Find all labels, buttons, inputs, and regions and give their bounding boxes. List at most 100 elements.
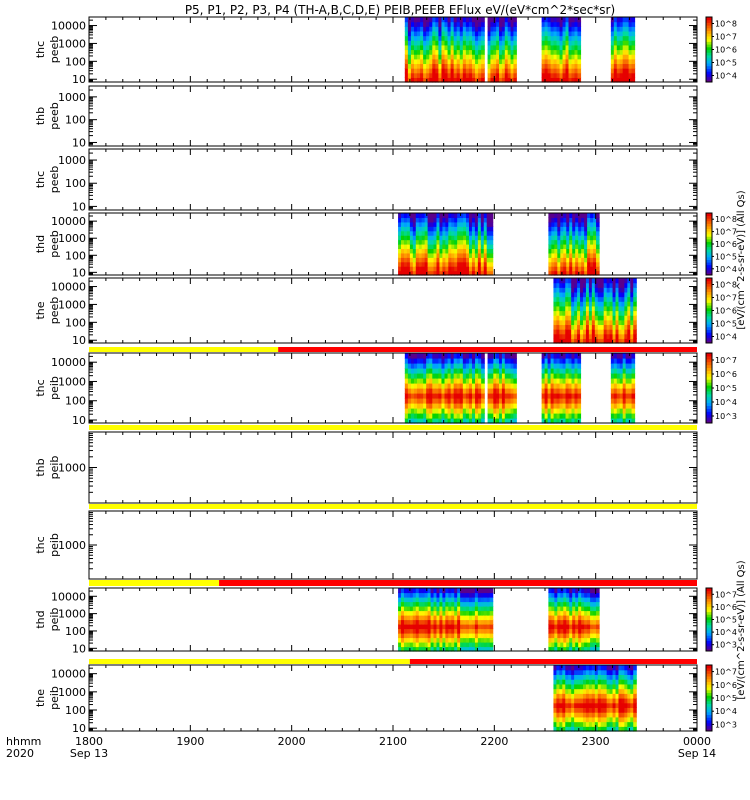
spectrogram-cell: [496, 398, 500, 404]
spectrogram-cell: [430, 637, 435, 643]
spectrogram-cell: [622, 413, 627, 419]
spectrogram-cell: [610, 26, 615, 32]
spectrogram-cell: [463, 615, 467, 621]
spectrogram-cell: [593, 261, 597, 267]
spectrogram-cell: [480, 610, 485, 616]
spectrogram-cell: [463, 270, 467, 276]
spectrogram-cell: [615, 291, 620, 298]
spectrogram-cell: [596, 266, 600, 272]
spectrogram-cell: [510, 54, 515, 60]
spectrogram-cell: [407, 388, 412, 394]
spectrogram-cell: [569, 244, 573, 250]
spectrogram-cell: [619, 35, 624, 41]
spectrogram-cell: [459, 373, 464, 379]
spectrogram-cell: [556, 712, 560, 718]
spectrogram-cell: [562, 679, 566, 685]
spectrogram-cell: [618, 702, 623, 709]
spectrogram-cell: [423, 72, 427, 78]
spectrogram-cell: [403, 217, 408, 223]
spectrogram-cell: [447, 63, 452, 69]
spectrogram-cell: [450, 398, 455, 404]
spectrogram-cell: [442, 601, 446, 607]
spectrogram-cell: [557, 637, 561, 643]
spectrogram-cell: [574, 333, 578, 339]
spectrogram-cell: [633, 278, 637, 284]
spectrogram-cell: [415, 239, 420, 245]
spectrogram-cell: [619, 368, 624, 374]
spectrogram-cell: [553, 702, 557, 709]
spectrogram-cell: [572, 230, 576, 236]
spectrogram-cell: [442, 646, 446, 652]
spectrogram-cell: [404, 26, 409, 32]
spectrogram-cell: [587, 261, 591, 267]
spectrogram-cell: [556, 358, 561, 364]
spectrogram-cell: [406, 230, 411, 236]
spectrogram-cell: [580, 726, 584, 732]
spectrogram-cell: [436, 221, 441, 227]
spectrogram-cell: [565, 665, 569, 671]
spectrogram-cell: [471, 619, 476, 625]
spectrogram-cell: [474, 619, 479, 625]
spectrogram-cell: [580, 315, 584, 321]
spectrogram-cell: [445, 230, 449, 236]
spectrogram-cell: [404, 40, 409, 46]
spectrogram-cell: [575, 261, 579, 267]
spectrogram-cell: [496, 418, 500, 424]
spectrogram-cell: [406, 221, 411, 227]
spectrogram-cell: [421, 601, 426, 607]
spectrogram-cell: [487, 68, 492, 74]
spectrogram-cell: [426, 54, 430, 60]
spectrogram-cell: [401, 261, 405, 267]
spectrogram-cell: [447, 40, 452, 46]
spectrogram-cell: [630, 665, 634, 671]
spectrogram-cell: [477, 230, 482, 236]
spectrogram-cell: [591, 338, 596, 344]
spectrogram-cell: [622, 363, 627, 369]
spectrogram-cell: [513, 383, 517, 389]
spectrogram-cell: [574, 702, 578, 709]
spectrogram-cell: [588, 287, 593, 293]
spectrogram-cell: [571, 721, 575, 727]
y-tick-label: 1000: [58, 539, 86, 552]
spectrogram-cell: [612, 278, 617, 284]
spectrogram-cell: [507, 408, 512, 414]
spectrogram-cell: [487, 49, 492, 55]
spectrogram-cell: [418, 248, 423, 254]
spectrogram-cell: [591, 721, 596, 727]
spectrogram-cell: [471, 368, 476, 374]
spectrogram-cell: [553, 408, 558, 414]
spectrogram-cell: [585, 296, 590, 302]
spectrogram-cell: [568, 698, 572, 704]
spectrogram-cell: [553, 44, 558, 51]
spectrogram-cell: [541, 49, 546, 55]
spectrogram-cell: [571, 716, 575, 723]
spectrogram-cell: [612, 665, 617, 671]
spectrogram-cell: [606, 712, 611, 718]
spectrogram-cell: [404, 393, 409, 399]
spectrogram-cell: [413, 368, 418, 374]
spectrogram-cell: [456, 403, 461, 409]
spectrogram-cell: [563, 624, 567, 630]
spectrogram-cell: [429, 49, 433, 55]
y-tick-label: 10000: [51, 356, 86, 369]
spectrogram-cell: [575, 633, 579, 639]
spectrogram-cell: [624, 669, 628, 676]
spectrogram-cell: [619, 30, 624, 37]
spectrogram-cell: [463, 597, 467, 603]
spectrogram-cell: [415, 615, 420, 621]
spectrogram-cell: [481, 353, 485, 359]
spectrogram-cell: [578, 606, 582, 612]
spectrogram-cell: [448, 624, 452, 630]
spectrogram-cell: [412, 239, 417, 245]
spectrogram-cell: [404, 373, 409, 379]
spectrogram-cell: [625, 378, 630, 384]
spectrogram-cell: [424, 615, 429, 621]
spectrogram-cell: [481, 17, 485, 23]
spectrogram-cell: [432, 21, 436, 27]
spectrogram-cell: [407, 358, 412, 364]
spectrogram-cell: [401, 266, 405, 272]
spectrogram-cell: [581, 248, 585, 254]
spectrogram-cell: [628, 408, 633, 414]
spectrogram-cell: [471, 58, 476, 65]
spectrogram-cell: [459, 353, 464, 359]
